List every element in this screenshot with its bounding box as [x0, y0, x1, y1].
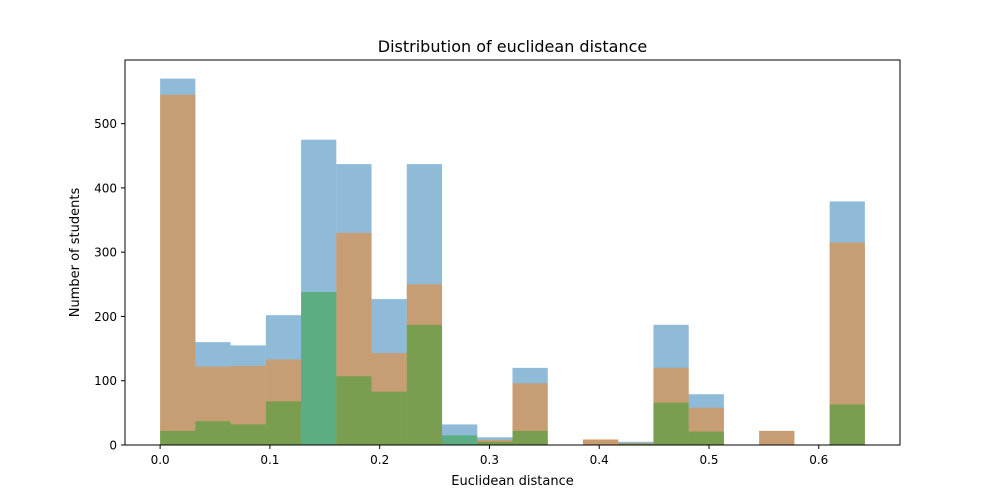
histogram-bar: [759, 430, 795, 445]
histogram-bar: [512, 430, 548, 445]
y-tick-label: 300: [94, 246, 117, 260]
histogram-bar: [442, 435, 478, 445]
histogram-bar: [265, 401, 302, 445]
histogram-bar: [829, 404, 865, 445]
y-axis-ticks: 0 100 200 300 400 500: [94, 117, 125, 453]
y-tick-label: 500: [94, 117, 117, 131]
y-tick-label: 200: [94, 310, 117, 324]
histogram-bar: [618, 443, 654, 445]
x-tick-label: 0.0: [151, 453, 170, 467]
histogram-bar: [477, 441, 513, 445]
histogram-bar: [230, 424, 266, 445]
histogram-bar: [406, 324, 443, 445]
histogram-bar: [582, 439, 619, 445]
x-tick-label: 0.3: [480, 453, 499, 467]
histogram-bar: [160, 94, 196, 446]
x-tick-label: 0.2: [370, 453, 389, 467]
y-tick-label: 100: [94, 374, 117, 388]
x-tick-label: 0.6: [809, 453, 828, 467]
histogram-bar: [371, 391, 407, 445]
x-tick-label: 0.5: [699, 453, 718, 467]
histogram-bar: [336, 376, 372, 445]
histogram-bar: [195, 421, 231, 445]
x-axis-ticks: 0.0 0.1 0.2 0.3 0.4 0.5 0.6: [151, 445, 828, 467]
histogram-series-3: [160, 292, 865, 445]
bars-layer: [160, 78, 865, 446]
y-axis-label: Number of students: [68, 188, 83, 318]
histogram-bar: [160, 430, 196, 445]
chart-title: Distribution of euclidean distance: [378, 37, 647, 56]
histogram-bar: [688, 431, 724, 445]
y-tick-label: 400: [94, 181, 117, 195]
histogram-bar: [653, 402, 689, 445]
histogram-bar: [301, 292, 337, 445]
x-tick-label: 0.4: [590, 453, 609, 467]
x-axis-label: Euclidean distance: [451, 474, 574, 489]
x-tick-label: 0.1: [260, 453, 279, 467]
y-tick-label: 0: [109, 439, 117, 453]
